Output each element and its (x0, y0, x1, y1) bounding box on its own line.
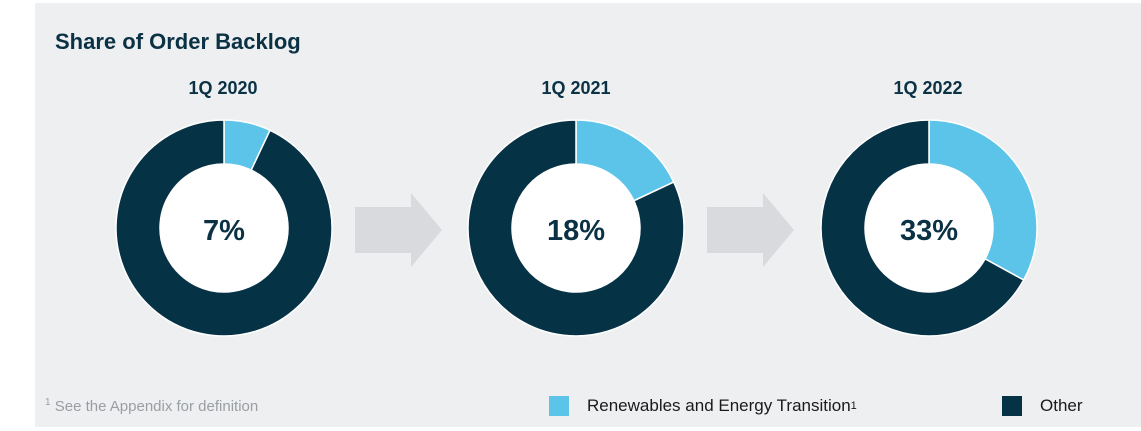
chart-title: Share of Order Backlog (55, 29, 301, 54)
footnote: 1 See the Appendix for definition (45, 397, 258, 415)
footnote-marker: 1 (45, 397, 51, 408)
donut-hole (865, 164, 993, 292)
legend-label-renewables: Renewables and Energy Transition (587, 396, 851, 415)
year-label-2021: 1Q 2021 (541, 78, 611, 98)
legend-marker: 1 (850, 400, 857, 412)
legend-renewables: Renewables and Energy Transition 1 (549, 396, 857, 416)
donut-hole (160, 164, 288, 292)
arrow-icon (707, 193, 794, 267)
center-value-2022: 33% (900, 215, 958, 247)
center-value-2020: 7% (203, 215, 245, 247)
donut-2022: 33% (820, 119, 1038, 337)
legend-label-other: Other (1040, 396, 1083, 415)
arrow-icon (355, 193, 442, 267)
legend-other: Other (1002, 396, 1083, 416)
donut-2021: 18% (467, 119, 685, 337)
donut-2020: 7% (115, 119, 333, 337)
footnote-text: See the Appendix for definition (54, 398, 259, 415)
donut-hole (512, 164, 640, 292)
center-value-2021: 18% (547, 215, 605, 247)
legend-swatch-renewables (549, 396, 569, 416)
year-label-2020: 1Q 2020 (188, 78, 258, 98)
year-label-2022: 1Q 2022 (893, 78, 963, 98)
legend-swatch-other (1002, 396, 1022, 416)
